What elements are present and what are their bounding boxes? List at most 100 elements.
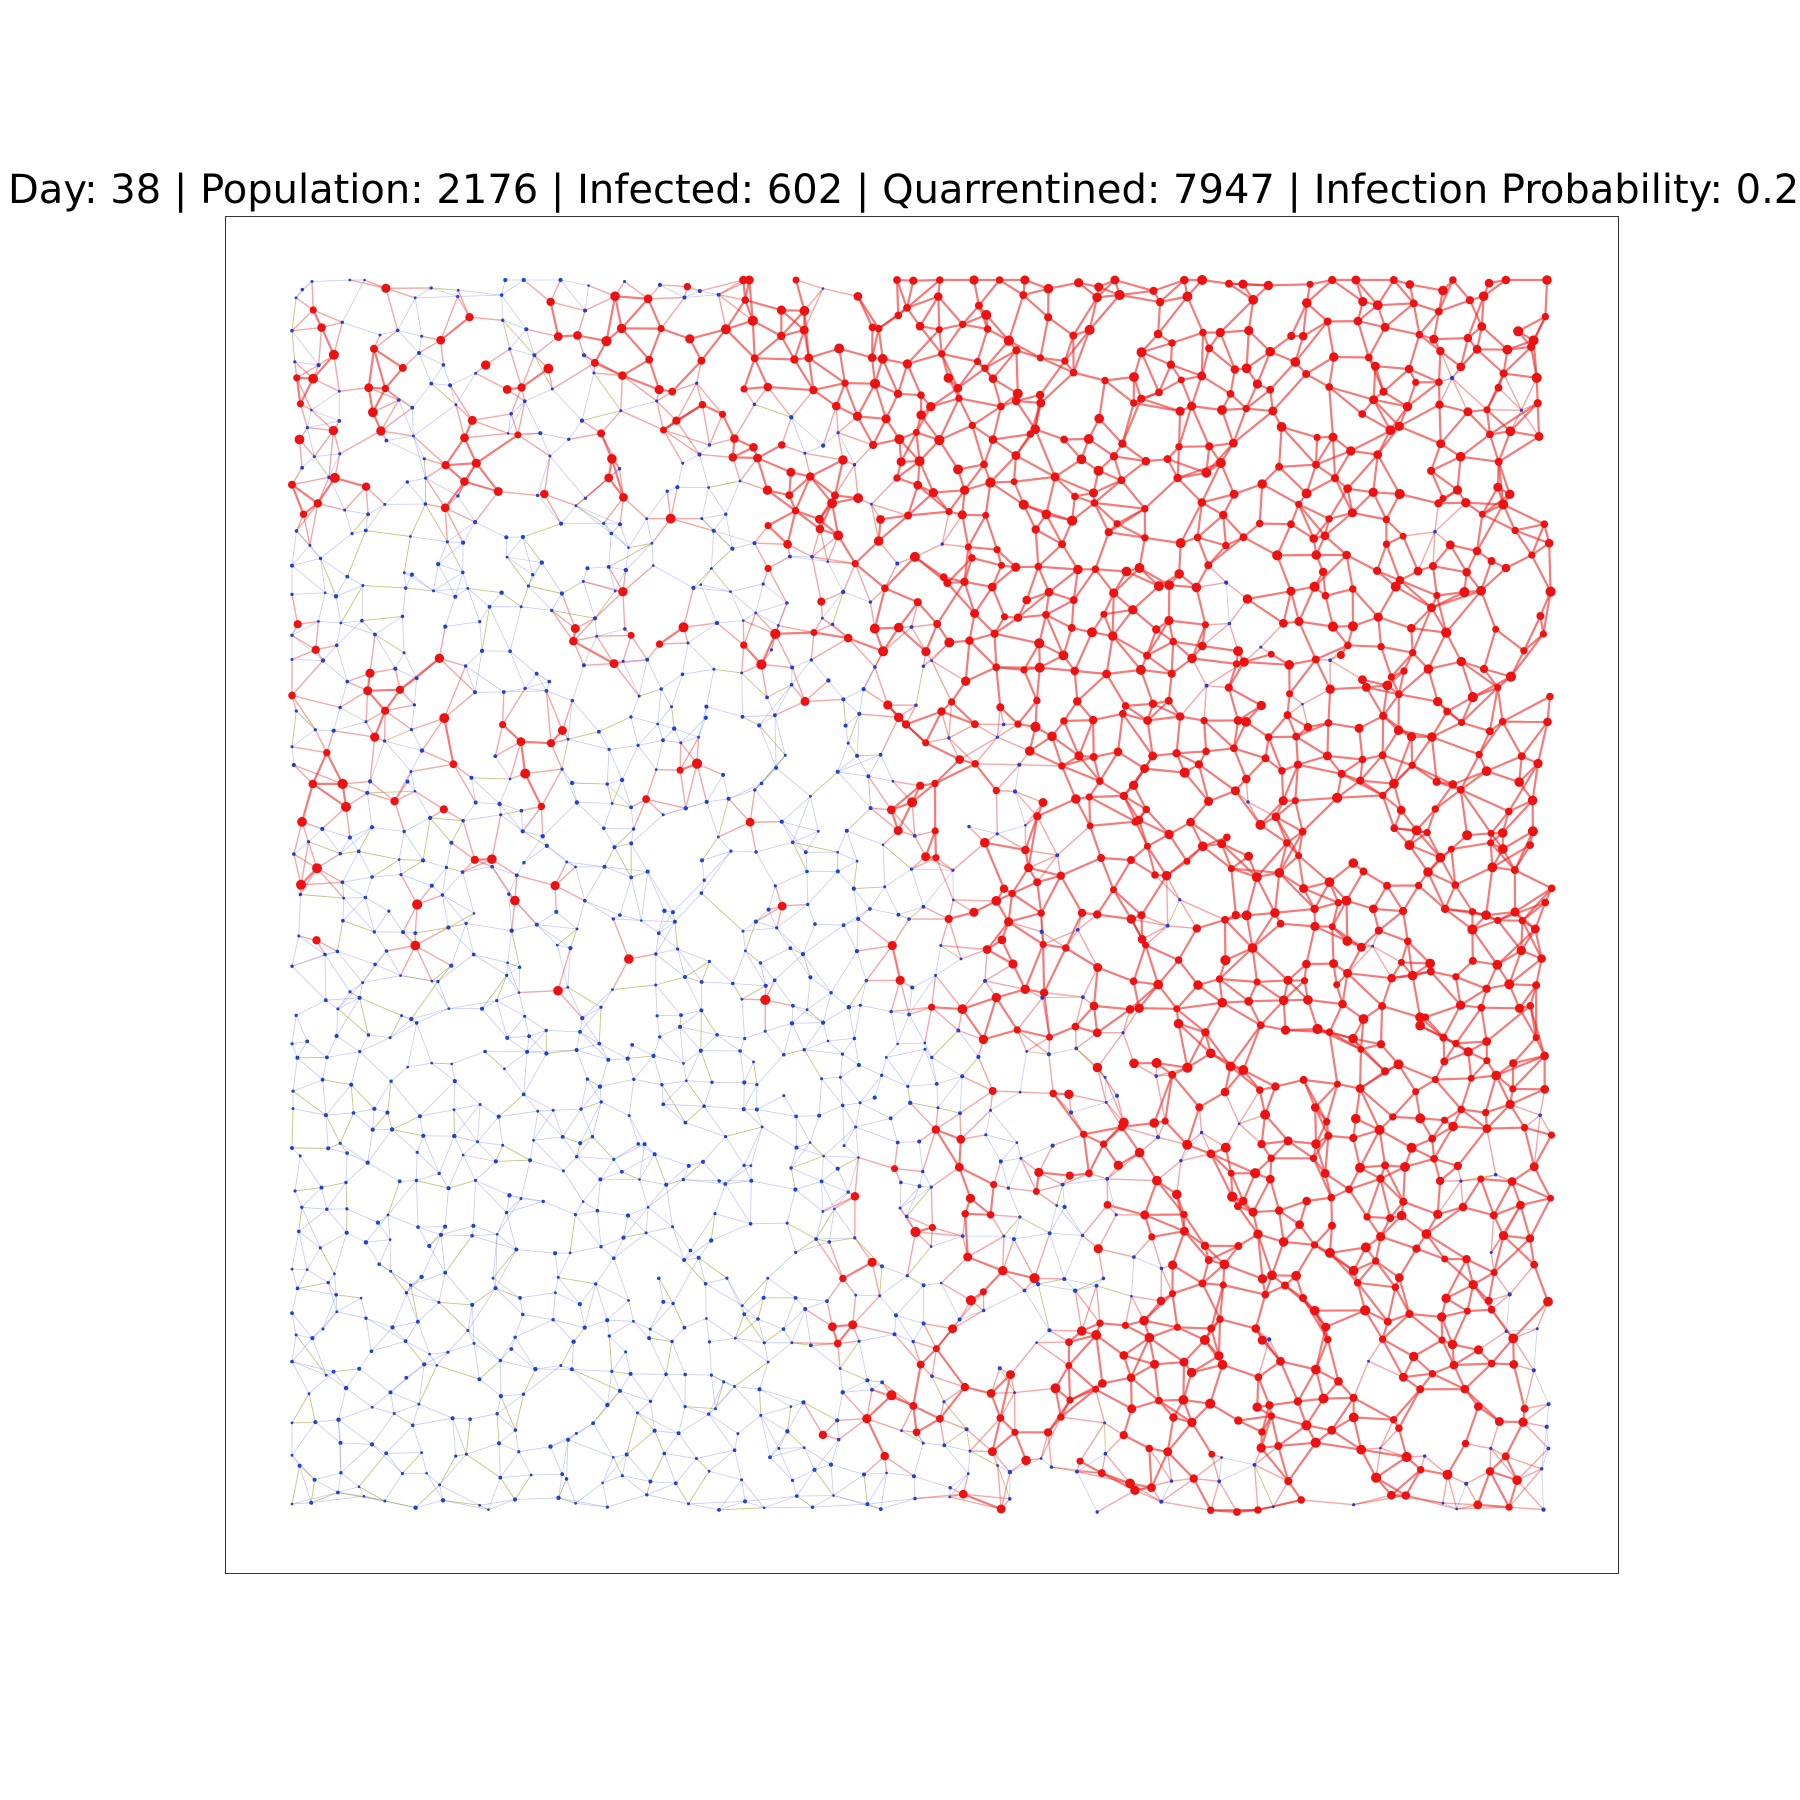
infected-edge	[1352, 511, 1387, 521]
infected-edge	[1232, 408, 1248, 444]
infected-edge	[843, 382, 859, 417]
contact-edge	[328, 453, 341, 478]
infected-edge	[967, 514, 987, 548]
infected-edge	[813, 382, 846, 392]
infected-edge	[295, 377, 302, 404]
infected-edge	[1113, 455, 1147, 463]
infected-edge	[670, 517, 714, 532]
infected-edge	[622, 374, 660, 391]
infected-edge	[767, 385, 814, 392]
infected-edge	[1007, 294, 1025, 341]
contact-edge	[585, 468, 620, 499]
infected-edge	[660, 327, 691, 340]
infected-edge	[1177, 405, 1193, 448]
contact-edge	[699, 444, 710, 455]
infected-edge	[1408, 367, 1440, 384]
contact-edge	[549, 439, 570, 457]
infected-edge	[907, 510, 950, 517]
infected-edge	[544, 493, 577, 507]
infected-edge	[659, 284, 688, 288]
infected-edge	[1413, 302, 1440, 313]
infected-edge	[1108, 507, 1146, 534]
infected-edge	[767, 386, 792, 418]
infected-edge	[822, 287, 859, 298]
infected-edge	[822, 405, 837, 446]
infected-edge	[367, 348, 376, 388]
infected-edge	[1039, 356, 1075, 374]
infected-edge	[1186, 296, 1205, 334]
infected-edge	[1375, 365, 1410, 371]
infected-edge	[781, 444, 806, 454]
contact-edge	[646, 490, 668, 519]
infected-edge	[724, 299, 747, 330]
infected-edge	[663, 429, 710, 446]
infected-edge	[1219, 299, 1254, 334]
infected-edge	[1220, 409, 1235, 444]
contact-edge	[351, 514, 369, 534]
contact-edge	[501, 279, 506, 296]
infected-edge	[1248, 329, 1271, 353]
infected-edge	[444, 480, 466, 509]
contact-edge	[430, 364, 444, 384]
infected-edge	[1372, 399, 1392, 431]
infected-edge	[620, 327, 651, 361]
contact-edge	[379, 330, 398, 336]
contact-edge	[699, 454, 709, 488]
infected-edge	[475, 372, 508, 391]
infected-edge	[1305, 464, 1318, 494]
infected-edge	[699, 453, 733, 458]
contact-edge	[414, 297, 423, 337]
infected-edge	[1430, 469, 1459, 491]
infected-edge	[794, 509, 821, 530]
infected-edge	[917, 484, 950, 513]
contact-edge	[507, 401, 526, 434]
contact-edge	[509, 348, 535, 356]
infected-edge	[472, 413, 512, 422]
infected-edge	[1361, 413, 1391, 432]
contact-edge	[501, 294, 527, 330]
infected-edge	[656, 400, 665, 431]
infected-edge	[469, 316, 503, 321]
infected-edge	[1459, 433, 1491, 458]
infected-edge	[1093, 502, 1110, 533]
infected-edge	[877, 328, 884, 359]
infected-edge	[1460, 455, 1499, 463]
infected-edge	[1302, 320, 1329, 338]
infected-edge	[985, 314, 1010, 342]
infected-edge	[1245, 330, 1250, 369]
infected-edge	[1498, 435, 1540, 463]
infected-edge	[517, 432, 541, 436]
infected-edge	[550, 301, 586, 312]
infected-edge	[472, 419, 509, 435]
infected-edge	[334, 476, 367, 488]
contact-edge	[365, 514, 369, 531]
infected-edge	[835, 406, 839, 433]
infected-edge	[624, 280, 649, 300]
infected-edge	[1497, 461, 1511, 495]
infected-edge	[991, 378, 1002, 407]
infected-edge	[372, 348, 387, 389]
infected-edge	[781, 417, 792, 446]
contact-edge	[603, 523, 612, 534]
infected-edge	[978, 279, 1001, 307]
infected-edge	[1120, 460, 1147, 482]
infected-edge	[699, 279, 744, 292]
infected-edge	[1200, 462, 1222, 503]
infected-edge	[365, 486, 369, 515]
infected-edge	[1140, 397, 1181, 413]
contact-edge	[455, 372, 477, 405]
infected-edge	[1438, 299, 1471, 313]
infected-edge	[291, 483, 319, 505]
infected-edge	[1432, 311, 1440, 340]
infected-edge	[881, 358, 900, 395]
infected-edge	[1466, 295, 1485, 339]
infected-edge	[526, 328, 559, 338]
infected-edge	[1408, 334, 1421, 370]
contact-edge	[603, 523, 621, 525]
infected-edge	[790, 389, 814, 418]
contact-edge	[701, 513, 726, 519]
contact-edge	[397, 297, 416, 331]
infected-edge	[302, 514, 311, 546]
infected-edge	[1141, 351, 1172, 366]
infected-edge	[440, 316, 471, 342]
